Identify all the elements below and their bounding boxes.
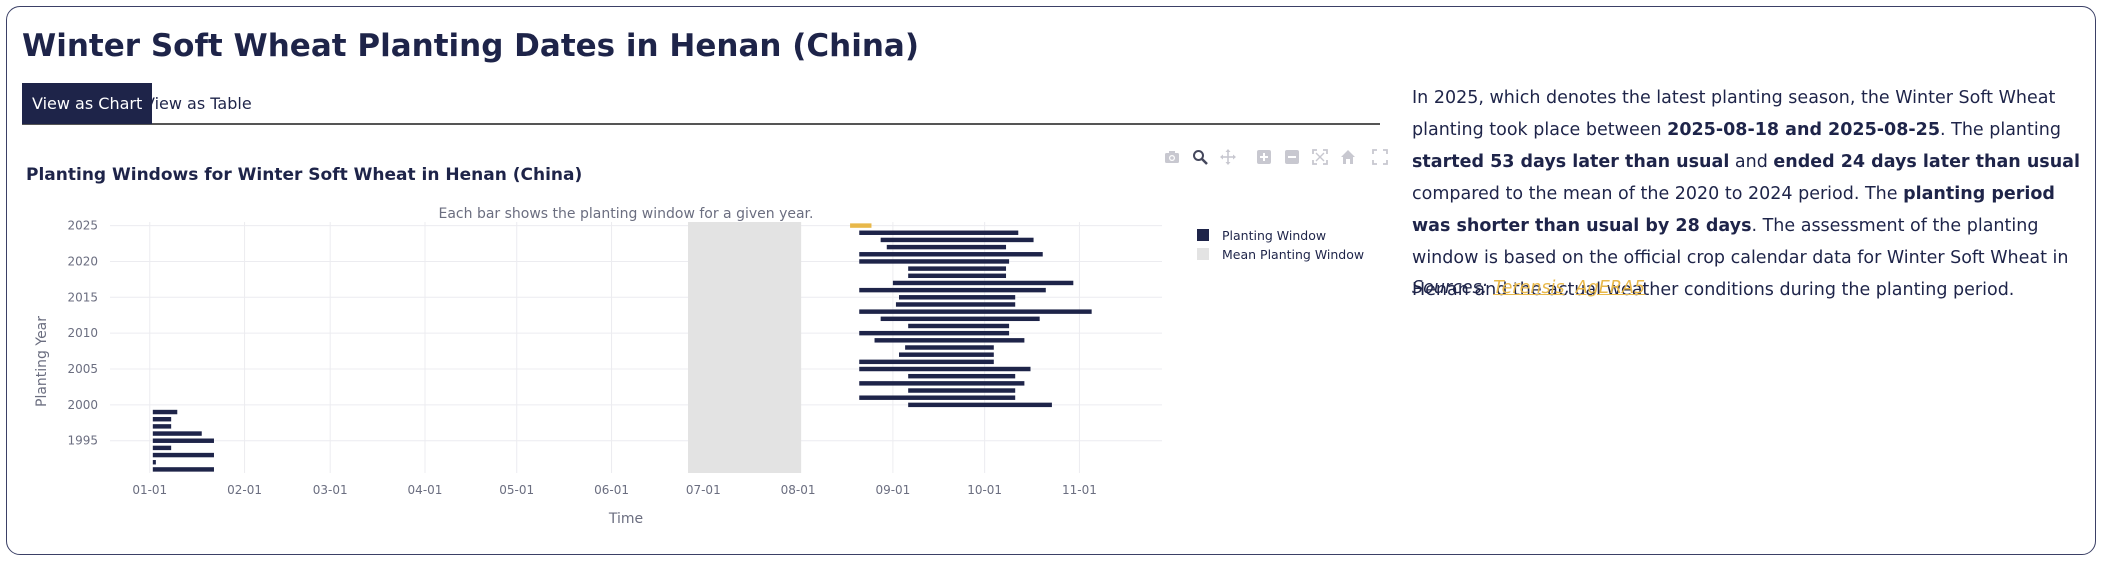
sources-line: Sources: Terensis, AgERA5 bbox=[1412, 278, 1645, 298]
y-tick-label: 2005 bbox=[67, 362, 98, 376]
tab-view-as-chart[interactable]: View as Chart bbox=[22, 83, 153, 124]
x-tick-label: 01-01 bbox=[132, 483, 167, 497]
summary-text-part: and bbox=[1729, 152, 1774, 172]
planting-window-bar bbox=[908, 266, 1007, 271]
x-tick-label: 11-01 bbox=[1062, 483, 1097, 497]
pan-icon[interactable] bbox=[1219, 148, 1237, 166]
planting-window-bar bbox=[859, 395, 1016, 400]
zoom-in-icon[interactable] bbox=[1255, 148, 1273, 166]
planting-window-bar bbox=[908, 373, 1016, 379]
planting-window-bar bbox=[859, 230, 1019, 235]
planting-window-bar bbox=[908, 388, 1016, 393]
planting-window-bar bbox=[152, 416, 172, 422]
planting-window-bar bbox=[152, 467, 214, 472]
x-tick-label: 04-01 bbox=[408, 483, 443, 497]
planting-window-bar bbox=[152, 445, 172, 451]
planting-window-bar bbox=[908, 273, 1007, 279]
summary-text-part: compared to the mean of the 2020 to 2024… bbox=[1412, 184, 1904, 204]
summary-period-delta: planting period was shorter than usual b… bbox=[1412, 184, 2055, 236]
planting-window-bar bbox=[152, 460, 156, 465]
y-tick-label: 1995 bbox=[67, 434, 98, 448]
planting-window-bar bbox=[859, 252, 1043, 257]
tab-view-as-table[interactable]: View as Table bbox=[144, 94, 252, 113]
planting-window-bar bbox=[152, 424, 172, 429]
summary-start-delta: started 53 days later than usual bbox=[1412, 152, 1730, 172]
planting-window-bar bbox=[895, 302, 1016, 307]
summary-paragraph: In 2025, which denotes the latest planti… bbox=[1412, 82, 2082, 306]
x-tick-label: 09-01 bbox=[875, 483, 910, 497]
reset-axes-icon[interactable] bbox=[1339, 148, 1357, 166]
planting-window-bar bbox=[859, 366, 1031, 372]
legend-label-planting: Planting Window bbox=[1222, 228, 1326, 243]
summary-text: In 2025, which denotes the latest planti… bbox=[1412, 82, 2082, 306]
main-card bbox=[6, 6, 2096, 555]
y-tick-label: 2020 bbox=[67, 254, 98, 268]
planting-window-bar bbox=[859, 259, 1010, 264]
planting-window-bar bbox=[152, 431, 202, 436]
summary-end-delta: ended 24 days later than usual bbox=[1773, 152, 2080, 172]
planting-window-bar bbox=[908, 402, 1052, 408]
mean-planting-window bbox=[687, 222, 802, 473]
planting-window-chart: Planting Windows for Winter Soft Wheat i… bbox=[26, 165, 1364, 527]
sources-label: Sources: bbox=[1412, 278, 1488, 298]
y-tick-label: 2025 bbox=[67, 219, 98, 233]
x-tick-label: 03-01 bbox=[313, 483, 348, 497]
camera-icon[interactable] bbox=[1163, 148, 1181, 166]
y-tick-label: 2000 bbox=[67, 398, 98, 412]
legend-label-mean: Mean Planting Window bbox=[1222, 247, 1364, 262]
source-link-agera5[interactable]: AgERA5 bbox=[1575, 278, 1646, 298]
planting-window-bar bbox=[899, 295, 1016, 300]
autoscale-icon[interactable] bbox=[1311, 148, 1329, 166]
planting-window-bar bbox=[859, 330, 1010, 336]
planting-window-bar bbox=[886, 244, 1007, 250]
planting-window-bar bbox=[859, 287, 1046, 293]
legend-swatch-planting bbox=[1197, 229, 1209, 241]
summary-dates: 2025-08-18 and 2025-08-25 bbox=[1667, 120, 1940, 140]
view-tabs: View as Chart View as Table bbox=[22, 83, 1380, 125]
x-tick-label: 05-01 bbox=[499, 483, 534, 497]
planting-window-bar bbox=[874, 338, 1025, 343]
summary-text-part: . The planting bbox=[1940, 120, 2061, 140]
x-tick-label: 08-01 bbox=[781, 483, 816, 497]
planting-window-bar bbox=[152, 409, 178, 415]
sources-separator: , bbox=[1564, 278, 1571, 298]
legend-swatch-mean bbox=[1197, 248, 1209, 260]
planting-window-bar bbox=[880, 316, 1040, 322]
planting-window-bar bbox=[899, 352, 994, 357]
x-tick-label: 07-01 bbox=[686, 483, 721, 497]
chart-annotation: Each bar shows the planting window for a… bbox=[439, 206, 814, 222]
page-title: Winter Soft Wheat Planting Dates in Hena… bbox=[22, 28, 920, 64]
y-tick-label: 2010 bbox=[67, 326, 98, 340]
planting-window-bar bbox=[859, 381, 1025, 386]
planting-window-bar bbox=[880, 237, 1034, 243]
zoom-out-icon[interactable] bbox=[1283, 148, 1301, 166]
x-axis-title: Time bbox=[608, 511, 643, 527]
planting-window-bar bbox=[908, 323, 1010, 329]
chart-modebar bbox=[1163, 148, 1389, 166]
x-tick-label: 06-01 bbox=[594, 483, 629, 497]
x-tick-label: 10-01 bbox=[967, 483, 1002, 497]
source-link-terensis[interactable]: Terensis bbox=[1493, 278, 1565, 298]
summary-text-part: . The assessment of the planting window … bbox=[1412, 216, 2069, 300]
planting-window-bar bbox=[905, 345, 994, 350]
fullscreen-icon[interactable] bbox=[1371, 148, 1389, 166]
zoom-icon[interactable] bbox=[1191, 148, 1209, 166]
planting-window-bar bbox=[152, 452, 214, 458]
planting-window-bar bbox=[152, 438, 214, 443]
latest-planting-window-bar bbox=[850, 223, 872, 228]
y-axis-title: Planting Year bbox=[34, 316, 50, 407]
chart-title: Planting Windows for Winter Soft Wheat i… bbox=[26, 165, 582, 185]
summary-text-part: In 2025, which denotes the latest planti… bbox=[1412, 88, 2056, 140]
y-tick-label: 2015 bbox=[67, 290, 98, 304]
planting-window-bar bbox=[859, 359, 994, 365]
x-tick-label: 02-01 bbox=[227, 483, 262, 497]
planting-window-bar bbox=[892, 280, 1074, 286]
planting-window-bar bbox=[859, 309, 1092, 314]
